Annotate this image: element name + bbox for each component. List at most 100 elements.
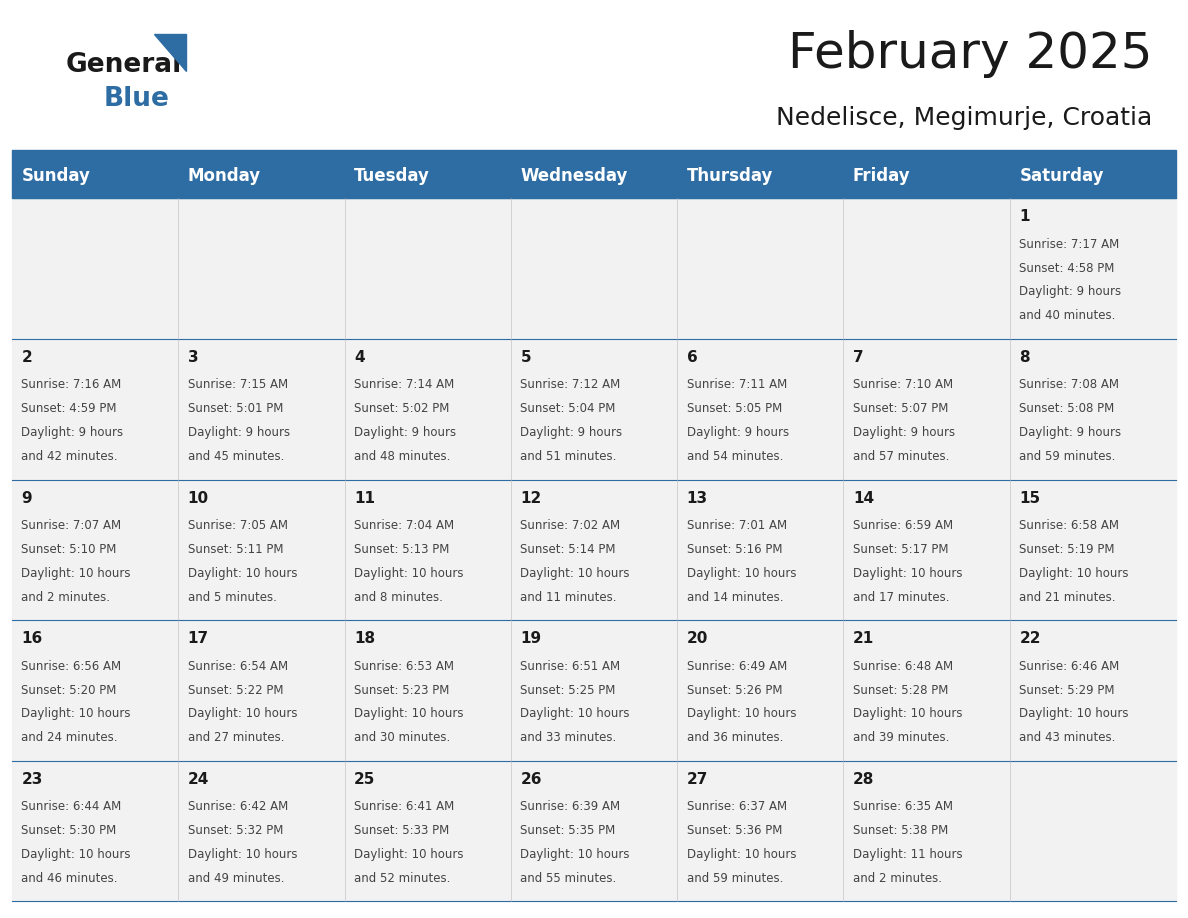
Text: Sunrise: 6:48 AM: Sunrise: 6:48 AM — [853, 660, 953, 673]
Text: Daylight: 10 hours: Daylight: 10 hours — [853, 566, 962, 580]
Text: Sunset: 5:29 PM: Sunset: 5:29 PM — [1019, 684, 1114, 697]
Text: Daylight: 10 hours: Daylight: 10 hours — [520, 566, 630, 580]
Text: Sunrise: 6:56 AM: Sunrise: 6:56 AM — [21, 660, 121, 673]
Text: Sunrise: 7:15 AM: Sunrise: 7:15 AM — [188, 378, 287, 391]
Text: Sunset: 5:04 PM: Sunset: 5:04 PM — [520, 402, 615, 415]
Text: Daylight: 10 hours: Daylight: 10 hours — [520, 848, 630, 861]
Text: Sunrise: 6:44 AM: Sunrise: 6:44 AM — [21, 800, 121, 813]
Text: 27: 27 — [687, 772, 708, 787]
Bar — [677, 761, 843, 901]
Text: Sunrise: 6:41 AM: Sunrise: 6:41 AM — [354, 800, 454, 813]
Text: 4: 4 — [354, 350, 365, 365]
Text: and 33 minutes.: and 33 minutes. — [520, 732, 617, 744]
Bar — [178, 761, 345, 901]
Text: 26: 26 — [520, 772, 542, 787]
Text: and 21 minutes.: and 21 minutes. — [1019, 590, 1116, 604]
Text: Daylight: 10 hours: Daylight: 10 hours — [21, 566, 131, 580]
Text: Sunrise: 7:11 AM: Sunrise: 7:11 AM — [687, 378, 786, 391]
Text: Sunset: 5:08 PM: Sunset: 5:08 PM — [1019, 402, 1114, 415]
Text: Sunrise: 7:14 AM: Sunrise: 7:14 AM — [354, 378, 454, 391]
Text: 15: 15 — [1019, 490, 1041, 506]
Bar — [511, 761, 677, 901]
Text: and 17 minutes.: and 17 minutes. — [853, 590, 949, 604]
Text: 8: 8 — [1019, 350, 1030, 365]
Text: Daylight: 10 hours: Daylight: 10 hours — [1019, 566, 1129, 580]
Text: Daylight: 9 hours: Daylight: 9 hours — [1019, 285, 1121, 298]
Text: Daylight: 10 hours: Daylight: 10 hours — [21, 708, 131, 721]
Text: Monday: Monday — [188, 167, 261, 185]
Text: Sunset: 5:20 PM: Sunset: 5:20 PM — [21, 684, 116, 697]
Bar — [1010, 761, 1176, 901]
Text: Sunday: Sunday — [21, 167, 90, 185]
Text: Daylight: 9 hours: Daylight: 9 hours — [354, 426, 456, 439]
Bar — [843, 621, 1010, 761]
Text: and 14 minutes.: and 14 minutes. — [687, 590, 783, 604]
Text: and 48 minutes.: and 48 minutes. — [354, 450, 450, 463]
Text: and 24 minutes.: and 24 minutes. — [21, 732, 118, 744]
Text: Daylight: 10 hours: Daylight: 10 hours — [520, 708, 630, 721]
Text: Sunrise: 6:42 AM: Sunrise: 6:42 AM — [188, 800, 287, 813]
Bar — [178, 479, 345, 621]
Text: Sunrise: 6:37 AM: Sunrise: 6:37 AM — [687, 800, 786, 813]
Bar — [1010, 479, 1176, 621]
Text: and 57 minutes.: and 57 minutes. — [853, 450, 949, 463]
Text: 24: 24 — [188, 772, 209, 787]
Text: 19: 19 — [520, 632, 542, 646]
Bar — [1010, 621, 1176, 761]
Text: Sunset: 5:35 PM: Sunset: 5:35 PM — [520, 824, 615, 837]
Bar — [677, 479, 843, 621]
Text: and 59 minutes.: and 59 minutes. — [687, 872, 783, 885]
Text: 28: 28 — [853, 772, 874, 787]
Text: Saturday: Saturday — [1019, 167, 1104, 185]
Text: and 40 minutes.: and 40 minutes. — [1019, 309, 1116, 322]
Bar — [1010, 339, 1176, 479]
Bar — [12, 621, 178, 761]
Text: Daylight: 11 hours: Daylight: 11 hours — [853, 848, 962, 861]
Bar — [345, 479, 511, 621]
Text: and 55 minutes.: and 55 minutes. — [520, 872, 617, 885]
Text: 3: 3 — [188, 350, 198, 365]
Text: and 45 minutes.: and 45 minutes. — [188, 450, 284, 463]
Text: Sunset: 5:19 PM: Sunset: 5:19 PM — [1019, 543, 1114, 556]
Text: Daylight: 10 hours: Daylight: 10 hours — [188, 708, 297, 721]
Text: Daylight: 10 hours: Daylight: 10 hours — [354, 848, 463, 861]
Text: Daylight: 10 hours: Daylight: 10 hours — [188, 566, 297, 580]
Text: Sunrise: 6:54 AM: Sunrise: 6:54 AM — [188, 660, 287, 673]
Bar — [677, 198, 843, 339]
Text: Daylight: 9 hours: Daylight: 9 hours — [188, 426, 290, 439]
Text: Sunrise: 7:17 AM: Sunrise: 7:17 AM — [1019, 238, 1119, 251]
Text: and 51 minutes.: and 51 minutes. — [520, 450, 617, 463]
Bar — [12, 154, 1176, 198]
Bar — [511, 479, 677, 621]
Text: Sunrise: 7:08 AM: Sunrise: 7:08 AM — [1019, 378, 1119, 391]
Text: 14: 14 — [853, 490, 874, 506]
Bar — [511, 621, 677, 761]
Text: Daylight: 10 hours: Daylight: 10 hours — [188, 848, 297, 861]
Text: Sunset: 5:32 PM: Sunset: 5:32 PM — [188, 824, 283, 837]
Bar — [843, 198, 1010, 339]
Text: and 8 minutes.: and 8 minutes. — [354, 590, 443, 604]
Text: Sunset: 4:58 PM: Sunset: 4:58 PM — [1019, 262, 1114, 274]
Bar — [511, 198, 677, 339]
Text: and 42 minutes.: and 42 minutes. — [21, 450, 118, 463]
Text: 13: 13 — [687, 490, 708, 506]
Text: Daylight: 9 hours: Daylight: 9 hours — [520, 426, 623, 439]
Text: 5: 5 — [520, 350, 531, 365]
Text: Wednesday: Wednesday — [520, 167, 627, 185]
Text: Sunrise: 7:10 AM: Sunrise: 7:10 AM — [853, 378, 953, 391]
Text: 7: 7 — [853, 350, 864, 365]
Text: Sunset: 5:05 PM: Sunset: 5:05 PM — [687, 402, 782, 415]
Text: Daylight: 9 hours: Daylight: 9 hours — [1019, 426, 1121, 439]
Text: Sunset: 5:33 PM: Sunset: 5:33 PM — [354, 824, 449, 837]
Text: Sunset: 4:59 PM: Sunset: 4:59 PM — [21, 402, 116, 415]
Bar — [843, 339, 1010, 479]
Text: Daylight: 10 hours: Daylight: 10 hours — [354, 566, 463, 580]
Text: Sunrise: 7:16 AM: Sunrise: 7:16 AM — [21, 378, 121, 391]
Text: Sunset: 5:25 PM: Sunset: 5:25 PM — [520, 684, 615, 697]
Text: Sunset: 5:22 PM: Sunset: 5:22 PM — [188, 684, 283, 697]
Bar — [12, 339, 178, 479]
Text: Blue: Blue — [103, 86, 169, 112]
Text: Sunrise: 6:46 AM: Sunrise: 6:46 AM — [1019, 660, 1119, 673]
Text: Sunset: 5:23 PM: Sunset: 5:23 PM — [354, 684, 449, 697]
Text: 1: 1 — [1019, 209, 1030, 224]
